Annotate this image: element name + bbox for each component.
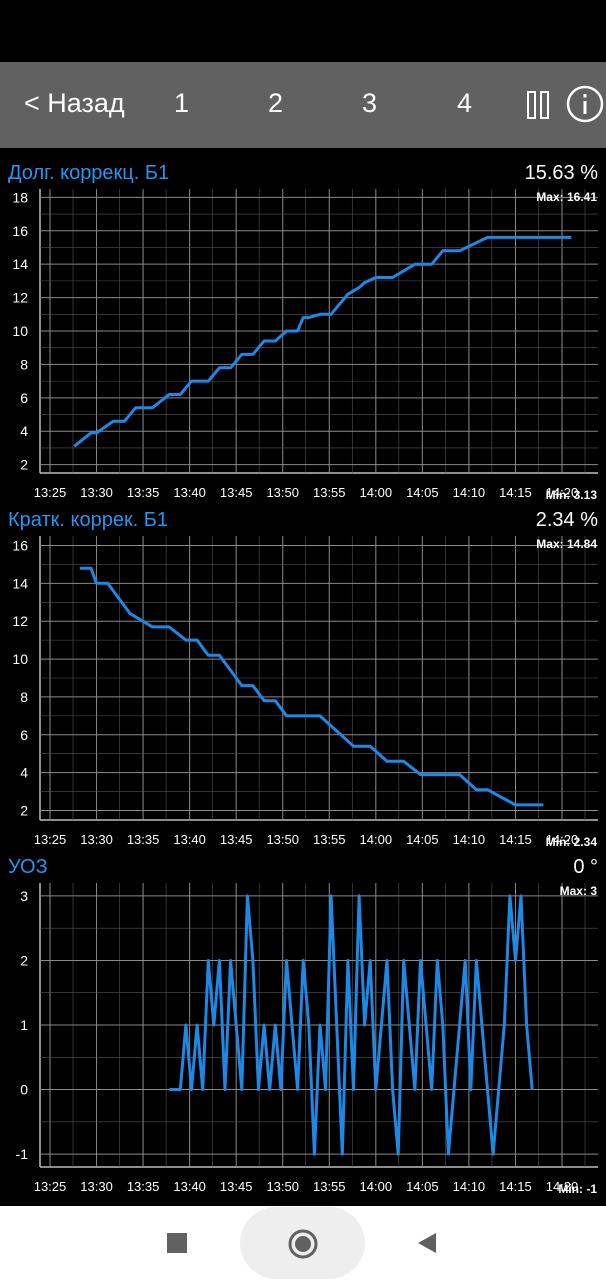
chart-short-fuel-trim: 13:25 13:30 13:35 13:40 13:45 13:50 13:55 14:00… [12, 536, 598, 849]
home-circle-icon[interactable] [287, 1228, 319, 1260]
x-tick-label: 14:00 [360, 832, 393, 847]
y-tick-label: 4 [20, 423, 28, 439]
y-tick-label: 8 [20, 356, 28, 372]
x-tick-label: 13:40 [173, 485, 206, 500]
back-triangle-icon[interactable] [416, 1232, 438, 1254]
panel-2-value: 2.34 % [535, 509, 598, 531]
x-tick-label: 14:15 [499, 1179, 532, 1194]
panel-1-value: 15.63 % [524, 162, 598, 184]
x-tick-label: 13:55 [313, 1179, 346, 1194]
series-line [73, 235, 572, 448]
x-tick-label: 13:40 [173, 1179, 206, 1194]
x-tick-label: 13:35 [127, 832, 160, 847]
x-tick-label: 13:50 [266, 485, 299, 500]
x-tick-label: 14:00 [360, 485, 393, 500]
min-label: Min: 2.34 [546, 835, 598, 849]
panel-3-value: 0 ° [573, 856, 598, 878]
x-tick-label: 13:45 [220, 485, 253, 500]
x-tick-label: 13:30 [80, 1179, 113, 1194]
x-tick-label: 13:55 [313, 485, 346, 500]
y-tick-label: -1 [16, 1146, 29, 1162]
min-label: Min: -1 [558, 1182, 597, 1196]
info-icon[interactable] [566, 85, 604, 123]
x-tick-label: 13:30 [80, 832, 113, 847]
y-tick-label: 8 [20, 689, 28, 705]
panel-1-title: Долг. коррекц. Б1 [8, 162, 170, 184]
y-tick-label: 14 [12, 575, 28, 591]
x-tick-label: 14:05 [406, 1179, 439, 1194]
y-tick-label: 6 [20, 727, 28, 743]
panel-2-title: Кратк. коррек. Б1 [8, 509, 169, 531]
y-tick-label: 18 [12, 189, 28, 205]
tab-1[interactable]: 1 [174, 88, 190, 118]
y-tick-label: 1 [20, 1017, 28, 1033]
x-tick-label: 14:15 [499, 832, 532, 847]
y-tick-label: 12 [12, 613, 28, 629]
x-tick-label: 13:25 [34, 832, 67, 847]
series-line [169, 894, 534, 1156]
y-tick-label: 2 [20, 803, 28, 819]
x-tick-label: 13:30 [80, 485, 113, 500]
max-label: Max: 16.41 [536, 190, 597, 204]
back-button[interactable]: < Назад [24, 88, 125, 118]
x-tick-label: 13:45 [220, 1179, 253, 1194]
x-tick-label: 14:20 [546, 1179, 579, 1194]
chart-ignition-timing: 13:25 13:30 13:35 13:40 13:45 13:50 13:55 14:00… [16, 883, 598, 1196]
x-tick-label: 13:55 [313, 832, 346, 847]
x-tick-label: 14:20 [546, 485, 579, 500]
y-tick-label: 10 [12, 651, 28, 667]
x-tick-label: 14:20 [546, 832, 579, 847]
x-tick-label: 14:10 [453, 1179, 486, 1194]
y-tick-label: 2 [20, 952, 28, 968]
x-tick-label: 13:40 [173, 832, 206, 847]
y-tick-label: 6 [20, 390, 28, 406]
x-tick-label: 13:25 [34, 1179, 67, 1194]
tab-4[interactable]: 4 [457, 88, 473, 118]
chart-long-fuel-trim: 13:25 13:30 13:35 13:40 13:45 13:50 13:55 14:00… [12, 189, 598, 502]
x-tick-label: 13:50 [266, 832, 299, 847]
panel-3-title: УОЗ [8, 856, 48, 878]
x-tick-label: 14:05 [406, 832, 439, 847]
y-tick-label: 16 [12, 537, 28, 553]
y-tick-label: 0 [20, 1082, 28, 1098]
y-tick-label: 3 [20, 888, 28, 904]
y-tick-label: 12 [12, 290, 28, 306]
x-tick-label: 14:10 [453, 832, 486, 847]
x-tick-label: 13:35 [127, 1179, 160, 1194]
tab-3[interactable]: 3 [362, 88, 378, 118]
y-tick-label: 14 [12, 256, 28, 272]
x-tick-label: 13:25 [34, 485, 67, 500]
max-label: Max: 14.84 [536, 537, 597, 551]
x-tick-label: 14:15 [499, 485, 532, 500]
x-tick-label: 14:00 [360, 1179, 393, 1194]
x-tick-label: 13:35 [127, 485, 160, 500]
min-label: Min: 3.13 [546, 488, 598, 502]
y-tick-label: 10 [12, 323, 28, 339]
y-tick-label: 4 [20, 765, 28, 781]
y-tick-label: 16 [12, 223, 28, 239]
y-tick-label: 2 [20, 457, 28, 473]
tab-2[interactable]: 2 [268, 88, 284, 118]
x-tick-label: 14:10 [453, 485, 486, 500]
series-line [79, 566, 544, 807]
max-label: Max: 3 [560, 884, 598, 898]
top-toolbar [0, 62, 606, 148]
x-tick-label: 13:50 [266, 1179, 299, 1194]
x-tick-label: 14:05 [406, 485, 439, 500]
recents-square-icon[interactable] [167, 1233, 187, 1253]
x-tick-label: 13:45 [220, 832, 253, 847]
pause-icon[interactable] [527, 91, 549, 119]
